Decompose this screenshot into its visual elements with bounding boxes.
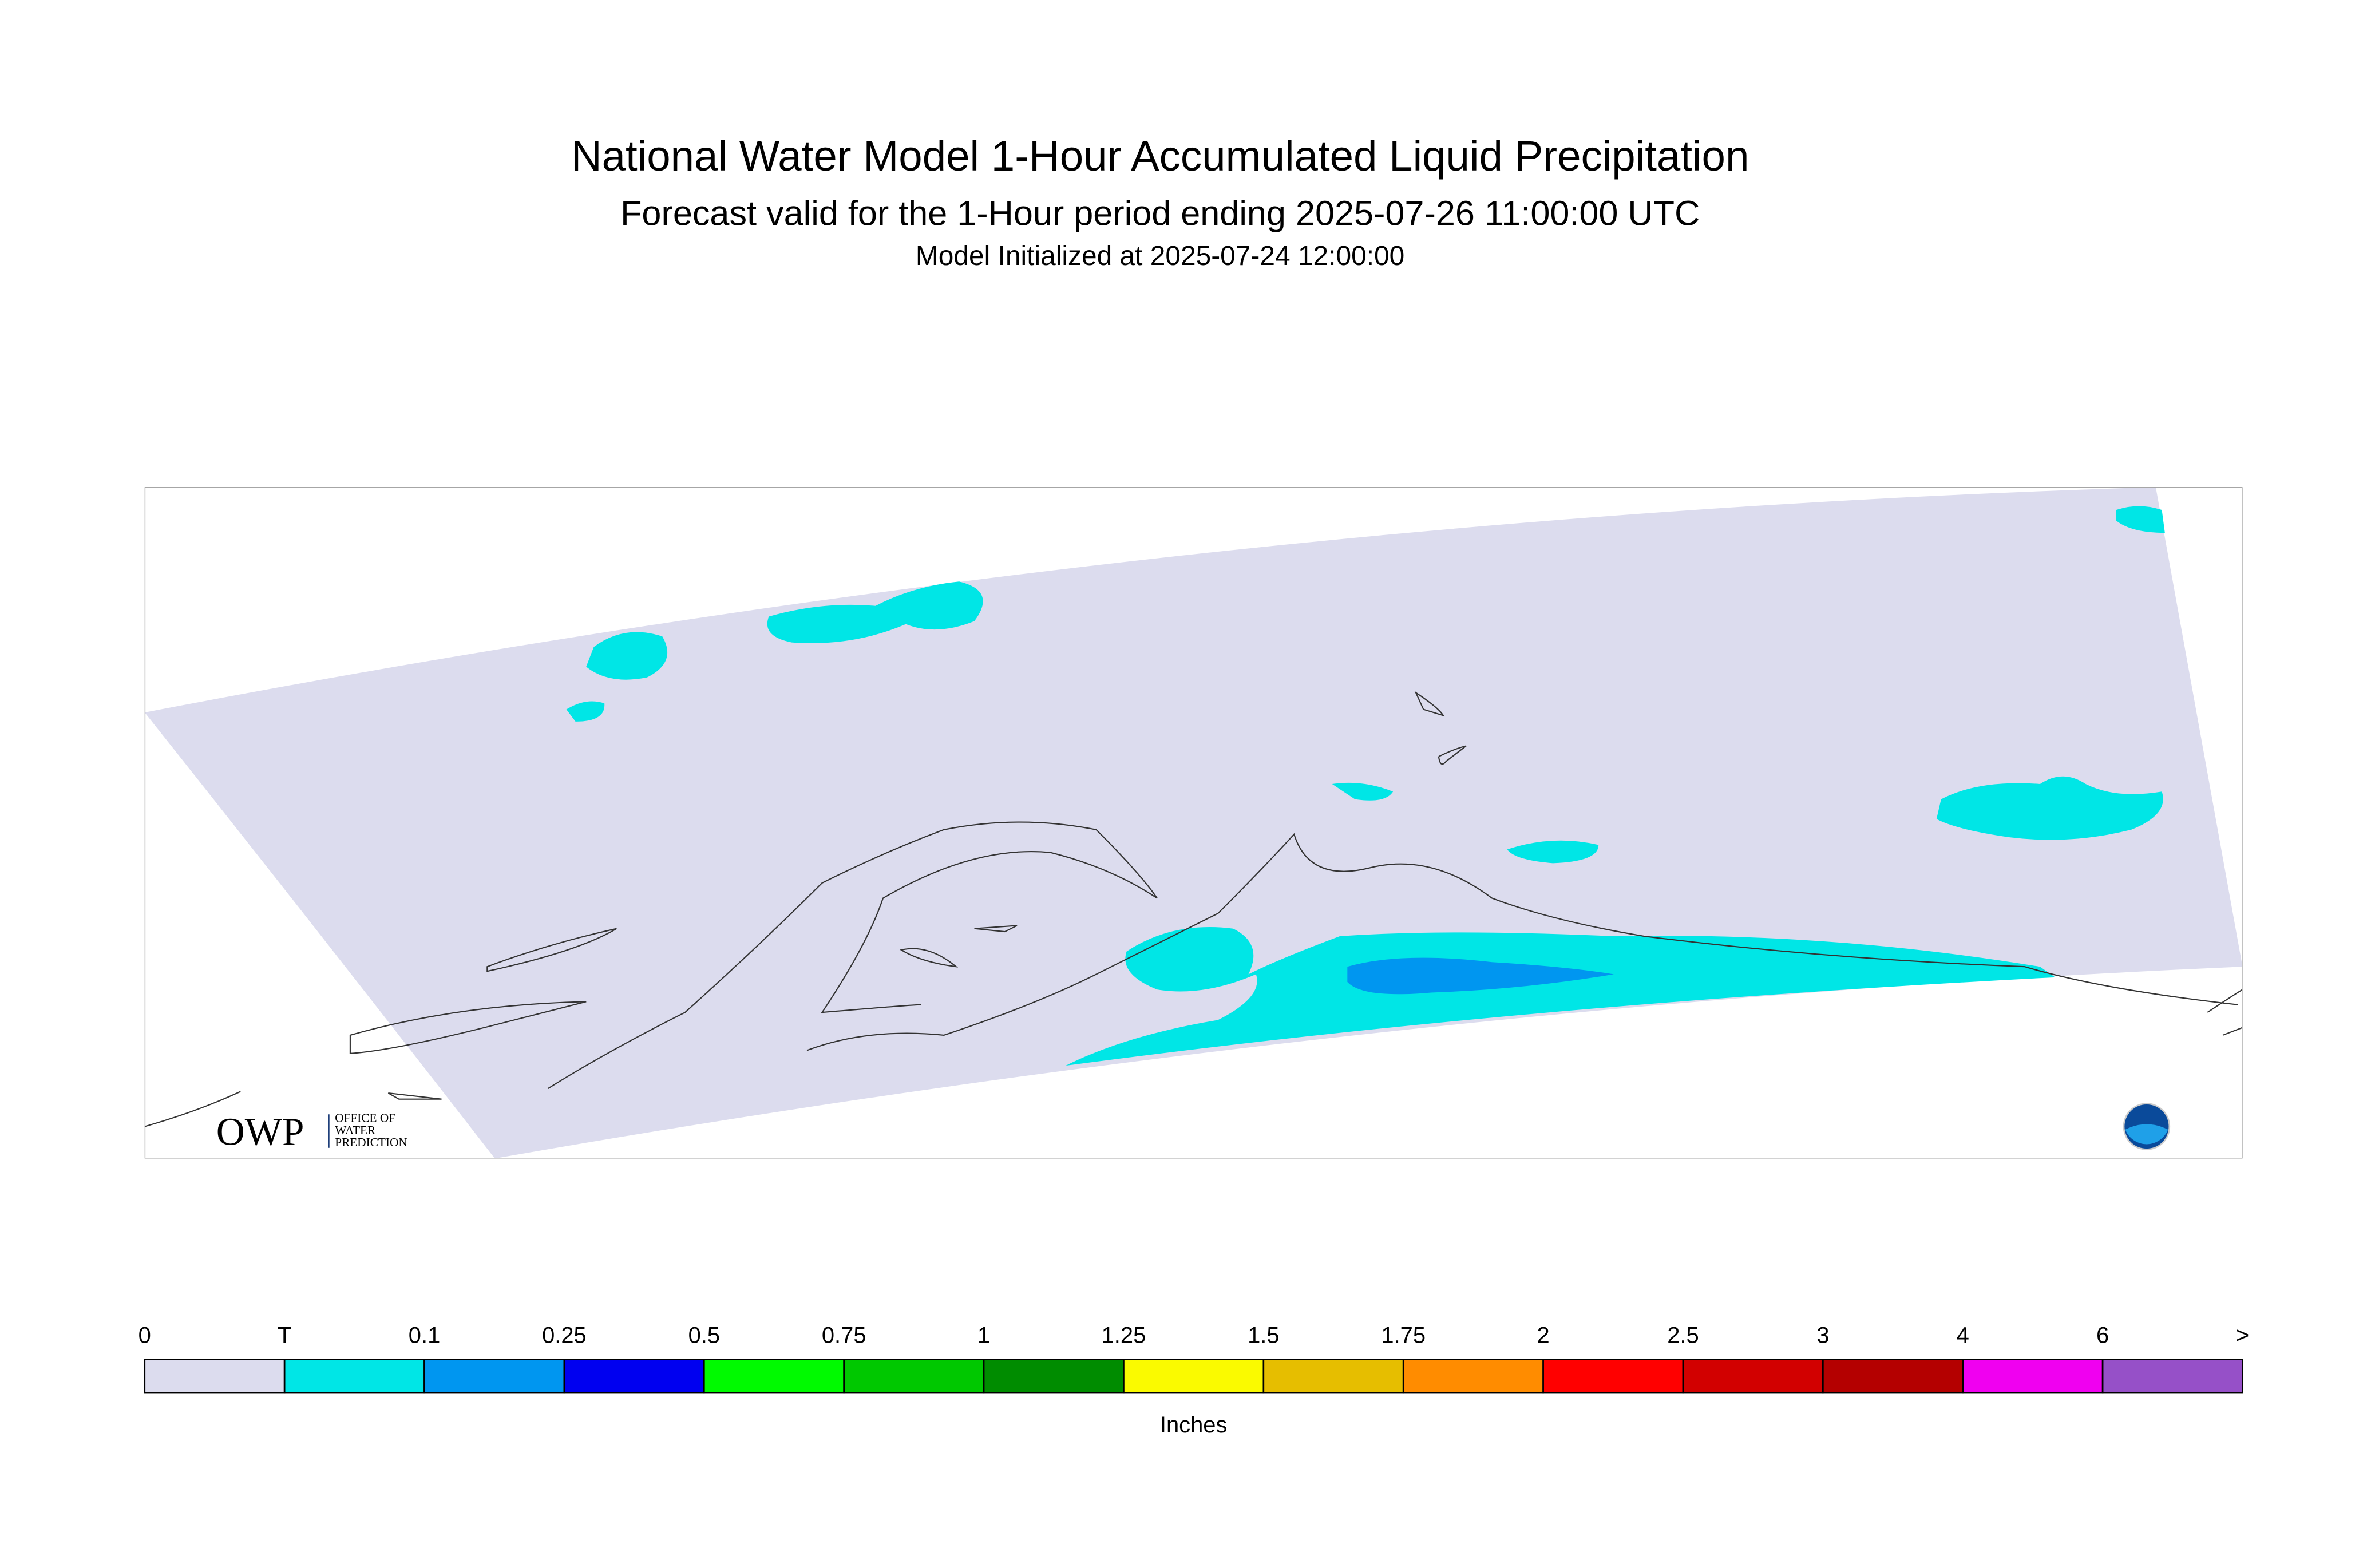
legend-label: 2 [1537,1322,1550,1348]
legend-label: 0.75 [822,1322,866,1348]
logo-text: OFFICE OF [335,1111,395,1125]
legend-swatch [144,1359,286,1394]
map [144,487,2243,1159]
legend-label: 3 [1816,1322,1829,1348]
legend-swatch [2101,1359,2243,1394]
title: National Water Model 1-Hour Accumulated … [571,132,1749,180]
legend-label: 1.75 [1381,1322,1426,1348]
legend-swatch [1262,1359,1404,1394]
init-time: Model Initialized at 2025-07-24 12:00:00 [916,241,1404,271]
legend-label: 1.25 [1102,1322,1146,1348]
logo-text: WATER [335,1123,376,1137]
coastline [144,691,2243,1127]
legend-label: 1 [977,1322,990,1348]
legend-label: 6 [2096,1322,2109,1348]
owp-logo: OWP OFFICE OF WATER PREDICTION [216,1109,407,1153]
legend-swatch [1682,1359,1824,1394]
legend-swatch [563,1359,705,1394]
legend-label: 4 [1957,1322,1969,1348]
model-domain [144,487,2243,1159]
legend-swatch [983,1359,1125,1394]
logo-text: PREDICTION [335,1135,407,1149]
legend-label: > [2236,1322,2249,1348]
legend-swatch [283,1359,425,1394]
legend-swatch [1542,1359,1684,1394]
legend-label: 2.5 [1667,1322,1699,1348]
precip-trace [566,506,2165,1066]
legend-swatch [1962,1359,2104,1394]
legend-swatch [1822,1359,1964,1394]
legend-label: 0.5 [688,1322,720,1348]
legend-swatch [843,1359,985,1394]
legend-unit: Inches [1160,1412,1228,1438]
legend-label: T [278,1322,291,1348]
legend-swatch [1123,1359,1265,1394]
legend-label: 1.5 [1248,1322,1279,1348]
legend-label: 0.25 [542,1322,587,1348]
legend-label: 0 [138,1322,151,1348]
legend-swatch [703,1359,845,1394]
noaa-logo [2123,1103,2171,1150]
legend-label: 0.1 [409,1322,440,1348]
legend-swatch [1402,1359,1544,1394]
subtitle: Forecast valid for the 1-Hour period end… [620,194,1700,233]
legend: 0 T 0.1 0.25 0.5 0.75 1 1.25 1.5 1.75 2 2.5 3 4 6 > [138,1322,2249,1394]
precip-0-1 [1347,957,1614,995]
legend-swatch [423,1359,565,1394]
logo-mark: OWP [216,1109,304,1153]
